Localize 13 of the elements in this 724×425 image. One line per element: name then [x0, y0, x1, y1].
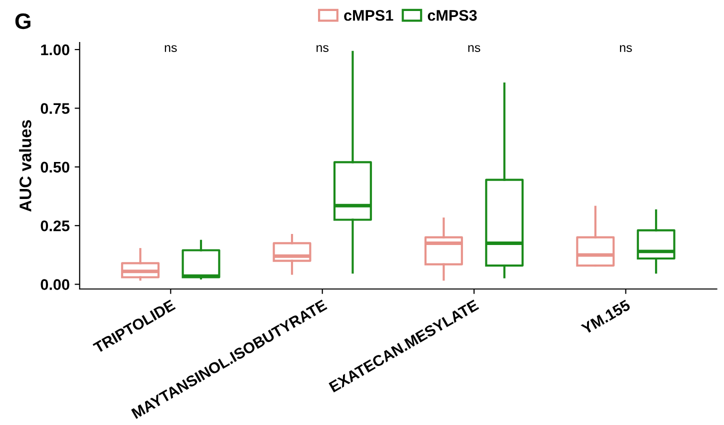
annotation: ns	[620, 45, 632, 52]
annotation: ns	[164, 45, 177, 52]
legend-label: cMPS3	[428, 10, 477, 21]
y-tick-label: 0.50	[40, 162, 70, 173]
y-tick-label: 1.00	[41, 44, 70, 56]
y-tick-label: 0.75	[40, 103, 70, 114]
annotation: ns	[468, 45, 480, 52]
y-tick-label: 0.25	[40, 220, 70, 232]
y-axis-title: AUC values	[19, 120, 32, 212]
text: G	[15, 13, 30, 30]
annotation: ns	[316, 45, 329, 52]
legend-label: cMPS1	[344, 10, 394, 21]
y-tick-label: 0.00	[40, 279, 70, 290]
